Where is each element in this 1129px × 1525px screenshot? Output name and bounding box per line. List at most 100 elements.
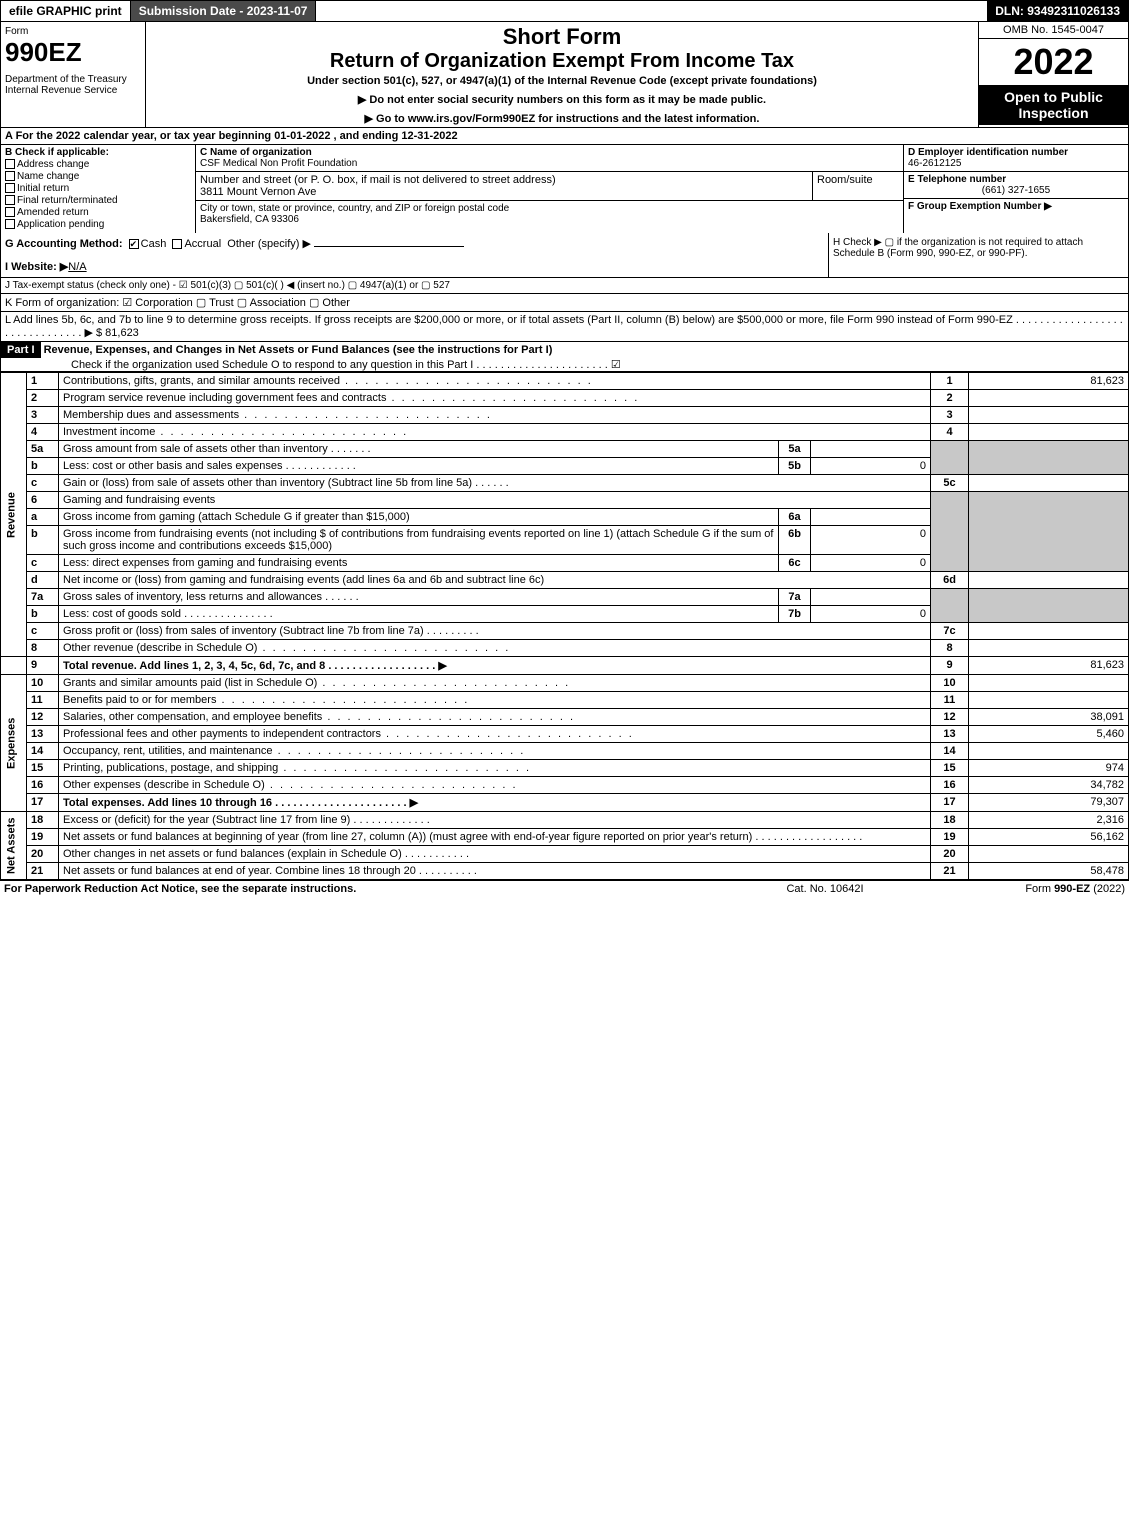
l7b-sv: 0: [811, 606, 931, 623]
l5ab-grey2: [969, 441, 1129, 475]
l6d-num: d: [27, 572, 59, 589]
l21-text: Net assets or fund balances at end of ye…: [59, 863, 931, 880]
omb-number: OMB No. 1545-0047: [979, 22, 1128, 39]
group-row: F Group Exemption Number ▶: [904, 199, 1128, 214]
l1-text: Contributions, gifts, grants, and simila…: [59, 373, 931, 390]
header-left: Form 990EZ Department of the Treasury In…: [1, 22, 146, 127]
block-identity: B Check if applicable: Address change Na…: [0, 145, 1129, 233]
l7c-text: Gross profit or (loss) from sales of inv…: [59, 623, 931, 640]
l6d-text: Net income or (loss) from gaming and fun…: [59, 572, 931, 589]
l4-text: Investment income: [59, 424, 931, 441]
ein: 46-2612125: [908, 158, 961, 169]
l2-num: 2: [27, 390, 59, 407]
l11-amount: [969, 692, 1129, 709]
l16-amount: 34,782: [969, 777, 1129, 794]
tel-row: E Telephone number (661) 327-1655: [904, 172, 1128, 199]
efile-print-button[interactable]: efile GRAPHIC print: [1, 1, 131, 21]
room-cell: Room/suite: [813, 172, 903, 200]
ck-initial-return[interactable]: Initial return: [5, 183, 191, 194]
l8-ln: 8: [931, 640, 969, 657]
topbar-spacer: [316, 1, 987, 21]
part1-label: Part I: [1, 342, 41, 358]
section-i: I Website: ▶N/A: [5, 260, 824, 273]
ck-amended-return[interactable]: Amended return: [5, 207, 191, 218]
form-label: Form: [5, 26, 141, 37]
section-l: L Add lines 5b, 6c, and 7b to line 9 to …: [0, 312, 1129, 342]
l10-amount: [969, 675, 1129, 692]
l1-amount: 81,623: [969, 373, 1129, 390]
l6a-text: Gross income from gaming (attach Schedul…: [59, 509, 779, 526]
top-bar: efile GRAPHIC print Submission Date - 20…: [0, 0, 1129, 22]
section-b: B Check if applicable: Address change Na…: [1, 145, 196, 233]
l6c-sn: 6c: [779, 555, 811, 572]
l8-text: Other revenue (describe in Schedule O): [59, 640, 931, 657]
part1-title: Revenue, Expenses, and Changes in Net As…: [44, 344, 553, 356]
l12-ln: 12: [931, 709, 969, 726]
l11-text: Benefits paid to or for members: [59, 692, 931, 709]
l7ab-grey: [931, 589, 969, 623]
l6b-sv: 0: [811, 526, 931, 555]
group-label: F Group Exemption Number ▶: [908, 201, 1052, 212]
org-name-cell: C Name of organization CSF Medical Non P…: [196, 145, 903, 172]
ck-address-change[interactable]: Address change: [5, 159, 191, 170]
l6d-amount: [969, 572, 1129, 589]
ck-accrual[interactable]: [172, 239, 182, 249]
ck-application-pending[interactable]: Application pending: [5, 219, 191, 230]
ck-name-change[interactable]: Name change: [5, 171, 191, 182]
header-right: OMB No. 1545-0047 2022 Open to Public In…: [978, 22, 1128, 127]
l13-ln: 13: [931, 726, 969, 743]
ein-row: D Employer identification number 46-2612…: [904, 145, 1128, 172]
side-rev-end: [1, 657, 27, 675]
footer-center: Cat. No. 10642I: [725, 883, 925, 895]
l6-grey2: [969, 492, 1129, 572]
l5c-text: Gain or (loss) from sale of assets other…: [59, 475, 931, 492]
form-number: 990EZ: [5, 37, 141, 68]
l5c-ln: 5c: [931, 475, 969, 492]
l13-num: 13: [27, 726, 59, 743]
l18-num: 18: [27, 812, 59, 829]
l7c-num: c: [27, 623, 59, 640]
street-cell: Number and street (or P. O. box, if mail…: [196, 172, 813, 200]
street-label: Number and street (or P. O. box, if mail…: [200, 174, 556, 186]
l16-text: Other expenses (describe in Schedule O): [59, 777, 931, 794]
l6c-text: Less: direct expenses from gaming and fu…: [59, 555, 779, 572]
ein-label: D Employer identification number: [908, 147, 1068, 158]
l6d-ln: 6d: [931, 572, 969, 589]
l13-amount: 5,460: [969, 726, 1129, 743]
dept-label: Department of the Treasury Internal Reve…: [5, 74, 141, 96]
section-k: K Form of organization: ☑ Corporation ▢ …: [0, 294, 1129, 312]
l6a-sn: 6a: [779, 509, 811, 526]
l4-amount: [969, 424, 1129, 441]
l7a-sv: [811, 589, 931, 606]
l7a-sn: 7a: [779, 589, 811, 606]
form-header: Form 990EZ Department of the Treasury In…: [0, 22, 1129, 128]
footer-left: For Paperwork Reduction Act Notice, see …: [4, 883, 725, 895]
l7a-text: Gross sales of inventory, less returns a…: [59, 589, 779, 606]
l9-num: 9: [27, 657, 59, 675]
section-g: G Accounting Method: Cash Accrual Other …: [5, 237, 824, 250]
l4-num: 4: [27, 424, 59, 441]
org-name-label: C Name of organization: [200, 147, 312, 158]
city: Bakersfield, CA 93306: [200, 214, 299, 225]
tax-year: 2022: [979, 39, 1128, 85]
l5c-amount: [969, 475, 1129, 492]
ck-final-return[interactable]: Final return/terminated: [5, 195, 191, 206]
l5a-sn: 5a: [779, 441, 811, 458]
l10-ln: 10: [931, 675, 969, 692]
section-b-label: B Check if applicable:: [5, 147, 191, 158]
l8-num: 8: [27, 640, 59, 657]
line-a: A For the 2022 calendar year, or tax yea…: [0, 128, 1129, 145]
section-g-i: G Accounting Method: Cash Accrual Other …: [1, 233, 828, 277]
l15-text: Printing, publications, postage, and shi…: [59, 760, 931, 777]
l3-text: Membership dues and assessments: [59, 407, 931, 424]
part1-header: Part I Revenue, Expenses, and Changes in…: [0, 342, 1129, 372]
block-gh: G Accounting Method: Cash Accrual Other …: [0, 233, 1129, 278]
ck-cash[interactable]: [129, 239, 139, 249]
l5ab-grey: [931, 441, 969, 475]
l5b-sn: 5b: [779, 458, 811, 475]
l12-text: Salaries, other compensation, and employ…: [59, 709, 931, 726]
l19-amount: 56,162: [969, 829, 1129, 846]
l13-text: Professional fees and other payments to …: [59, 726, 931, 743]
l19-text: Net assets or fund balances at beginning…: [59, 829, 931, 846]
l7b-num: b: [27, 606, 59, 623]
